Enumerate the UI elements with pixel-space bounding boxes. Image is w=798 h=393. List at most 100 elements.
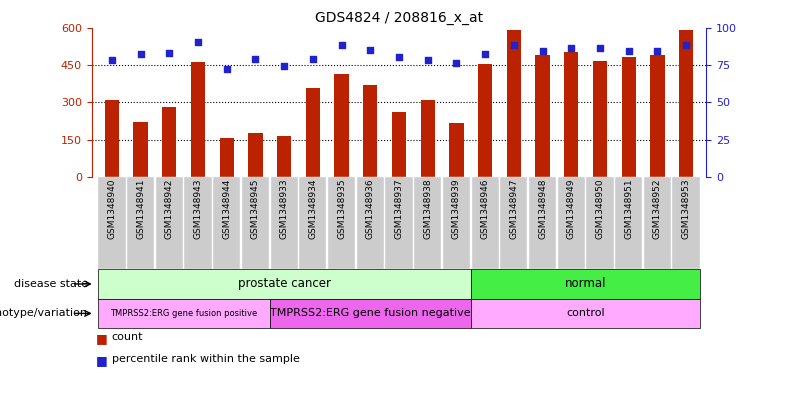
Bar — [564, 52, 579, 177]
Bar — [535, 55, 550, 177]
Point — [220, 66, 233, 72]
Bar — [306, 88, 320, 177]
FancyBboxPatch shape — [357, 177, 384, 269]
Point — [306, 56, 319, 62]
FancyBboxPatch shape — [97, 269, 471, 299]
Text: count: count — [112, 332, 143, 342]
Text: ■: ■ — [96, 354, 108, 367]
Title: GDS4824 / 208816_x_at: GDS4824 / 208816_x_at — [315, 11, 483, 25]
Point — [249, 56, 262, 62]
Bar — [679, 30, 693, 177]
FancyBboxPatch shape — [673, 177, 700, 269]
Text: GSM1348948: GSM1348948 — [538, 179, 547, 239]
Point — [565, 45, 578, 51]
Text: GSM1348933: GSM1348933 — [279, 179, 289, 239]
Point — [421, 57, 434, 64]
Text: GSM1348941: GSM1348941 — [136, 179, 145, 239]
FancyBboxPatch shape — [271, 177, 298, 269]
FancyBboxPatch shape — [156, 177, 183, 269]
Text: GSM1348940: GSM1348940 — [108, 179, 117, 239]
FancyBboxPatch shape — [471, 269, 701, 299]
Point — [536, 48, 549, 55]
Text: GSM1348949: GSM1348949 — [567, 179, 576, 239]
Text: GSM1348937: GSM1348937 — [394, 179, 404, 239]
FancyBboxPatch shape — [443, 177, 470, 269]
FancyBboxPatch shape — [213, 177, 240, 269]
Point — [105, 57, 118, 64]
FancyBboxPatch shape — [587, 177, 614, 269]
FancyBboxPatch shape — [299, 177, 326, 269]
Text: TMPRSS2:ERG gene fusion negative: TMPRSS2:ERG gene fusion negative — [270, 309, 471, 318]
Text: GSM1348952: GSM1348952 — [653, 179, 662, 239]
Point — [594, 45, 606, 51]
Text: GSM1348951: GSM1348951 — [624, 179, 633, 239]
Bar — [162, 107, 176, 177]
Point — [364, 47, 377, 53]
Text: GSM1348953: GSM1348953 — [681, 179, 690, 239]
Text: GSM1348934: GSM1348934 — [308, 179, 318, 239]
Bar — [191, 62, 205, 177]
FancyBboxPatch shape — [184, 177, 211, 269]
Text: percentile rank within the sample: percentile rank within the sample — [112, 354, 299, 364]
Text: normal: normal — [565, 277, 606, 290]
FancyBboxPatch shape — [529, 177, 556, 269]
Bar — [363, 85, 377, 177]
Bar — [105, 100, 119, 177]
Bar — [133, 122, 148, 177]
Text: control: control — [567, 309, 605, 318]
Point — [479, 51, 492, 57]
FancyBboxPatch shape — [414, 177, 441, 269]
Text: GSM1348950: GSM1348950 — [595, 179, 605, 239]
Bar — [334, 73, 349, 177]
FancyBboxPatch shape — [472, 177, 499, 269]
Text: GSM1348938: GSM1348938 — [423, 179, 433, 239]
Text: GSM1348939: GSM1348939 — [452, 179, 461, 239]
FancyBboxPatch shape — [471, 299, 701, 328]
Bar — [622, 57, 636, 177]
Text: GSM1348946: GSM1348946 — [480, 179, 490, 239]
Point — [651, 48, 664, 55]
Text: GSM1348942: GSM1348942 — [165, 179, 174, 239]
Bar — [593, 61, 607, 177]
FancyBboxPatch shape — [558, 177, 585, 269]
Text: GSM1348945: GSM1348945 — [251, 179, 260, 239]
Text: prostate cancer: prostate cancer — [238, 277, 330, 290]
Point — [335, 42, 348, 49]
Point — [192, 39, 204, 46]
Bar — [277, 136, 291, 177]
Text: GSM1348947: GSM1348947 — [509, 179, 519, 239]
FancyBboxPatch shape — [328, 177, 355, 269]
Bar — [650, 55, 665, 177]
Bar — [219, 138, 234, 177]
Text: GSM1348943: GSM1348943 — [193, 179, 203, 239]
Point — [508, 42, 520, 49]
Bar — [421, 100, 435, 177]
Point — [163, 50, 176, 56]
Bar — [248, 133, 263, 177]
Bar — [507, 30, 521, 177]
FancyBboxPatch shape — [242, 177, 269, 269]
FancyBboxPatch shape — [127, 177, 154, 269]
Text: GSM1348936: GSM1348936 — [365, 179, 375, 239]
FancyBboxPatch shape — [615, 177, 642, 269]
Point — [622, 48, 635, 55]
Text: GSM1348935: GSM1348935 — [337, 179, 346, 239]
Point — [450, 60, 463, 66]
Text: GSM1348944: GSM1348944 — [222, 179, 231, 239]
Point — [393, 54, 405, 61]
FancyBboxPatch shape — [98, 177, 125, 269]
FancyBboxPatch shape — [500, 177, 527, 269]
Point — [134, 51, 147, 57]
Bar — [478, 64, 492, 177]
Text: ■: ■ — [96, 332, 108, 345]
Bar — [449, 123, 464, 177]
FancyBboxPatch shape — [385, 177, 413, 269]
Text: disease state: disease state — [14, 279, 88, 289]
Text: TMPRSS2:ERG gene fusion positive: TMPRSS2:ERG gene fusion positive — [110, 309, 257, 318]
Text: genotype/variation: genotype/variation — [0, 309, 88, 318]
FancyBboxPatch shape — [97, 299, 270, 328]
Point — [278, 63, 290, 70]
Bar — [392, 112, 406, 177]
FancyBboxPatch shape — [270, 299, 471, 328]
FancyBboxPatch shape — [644, 177, 671, 269]
